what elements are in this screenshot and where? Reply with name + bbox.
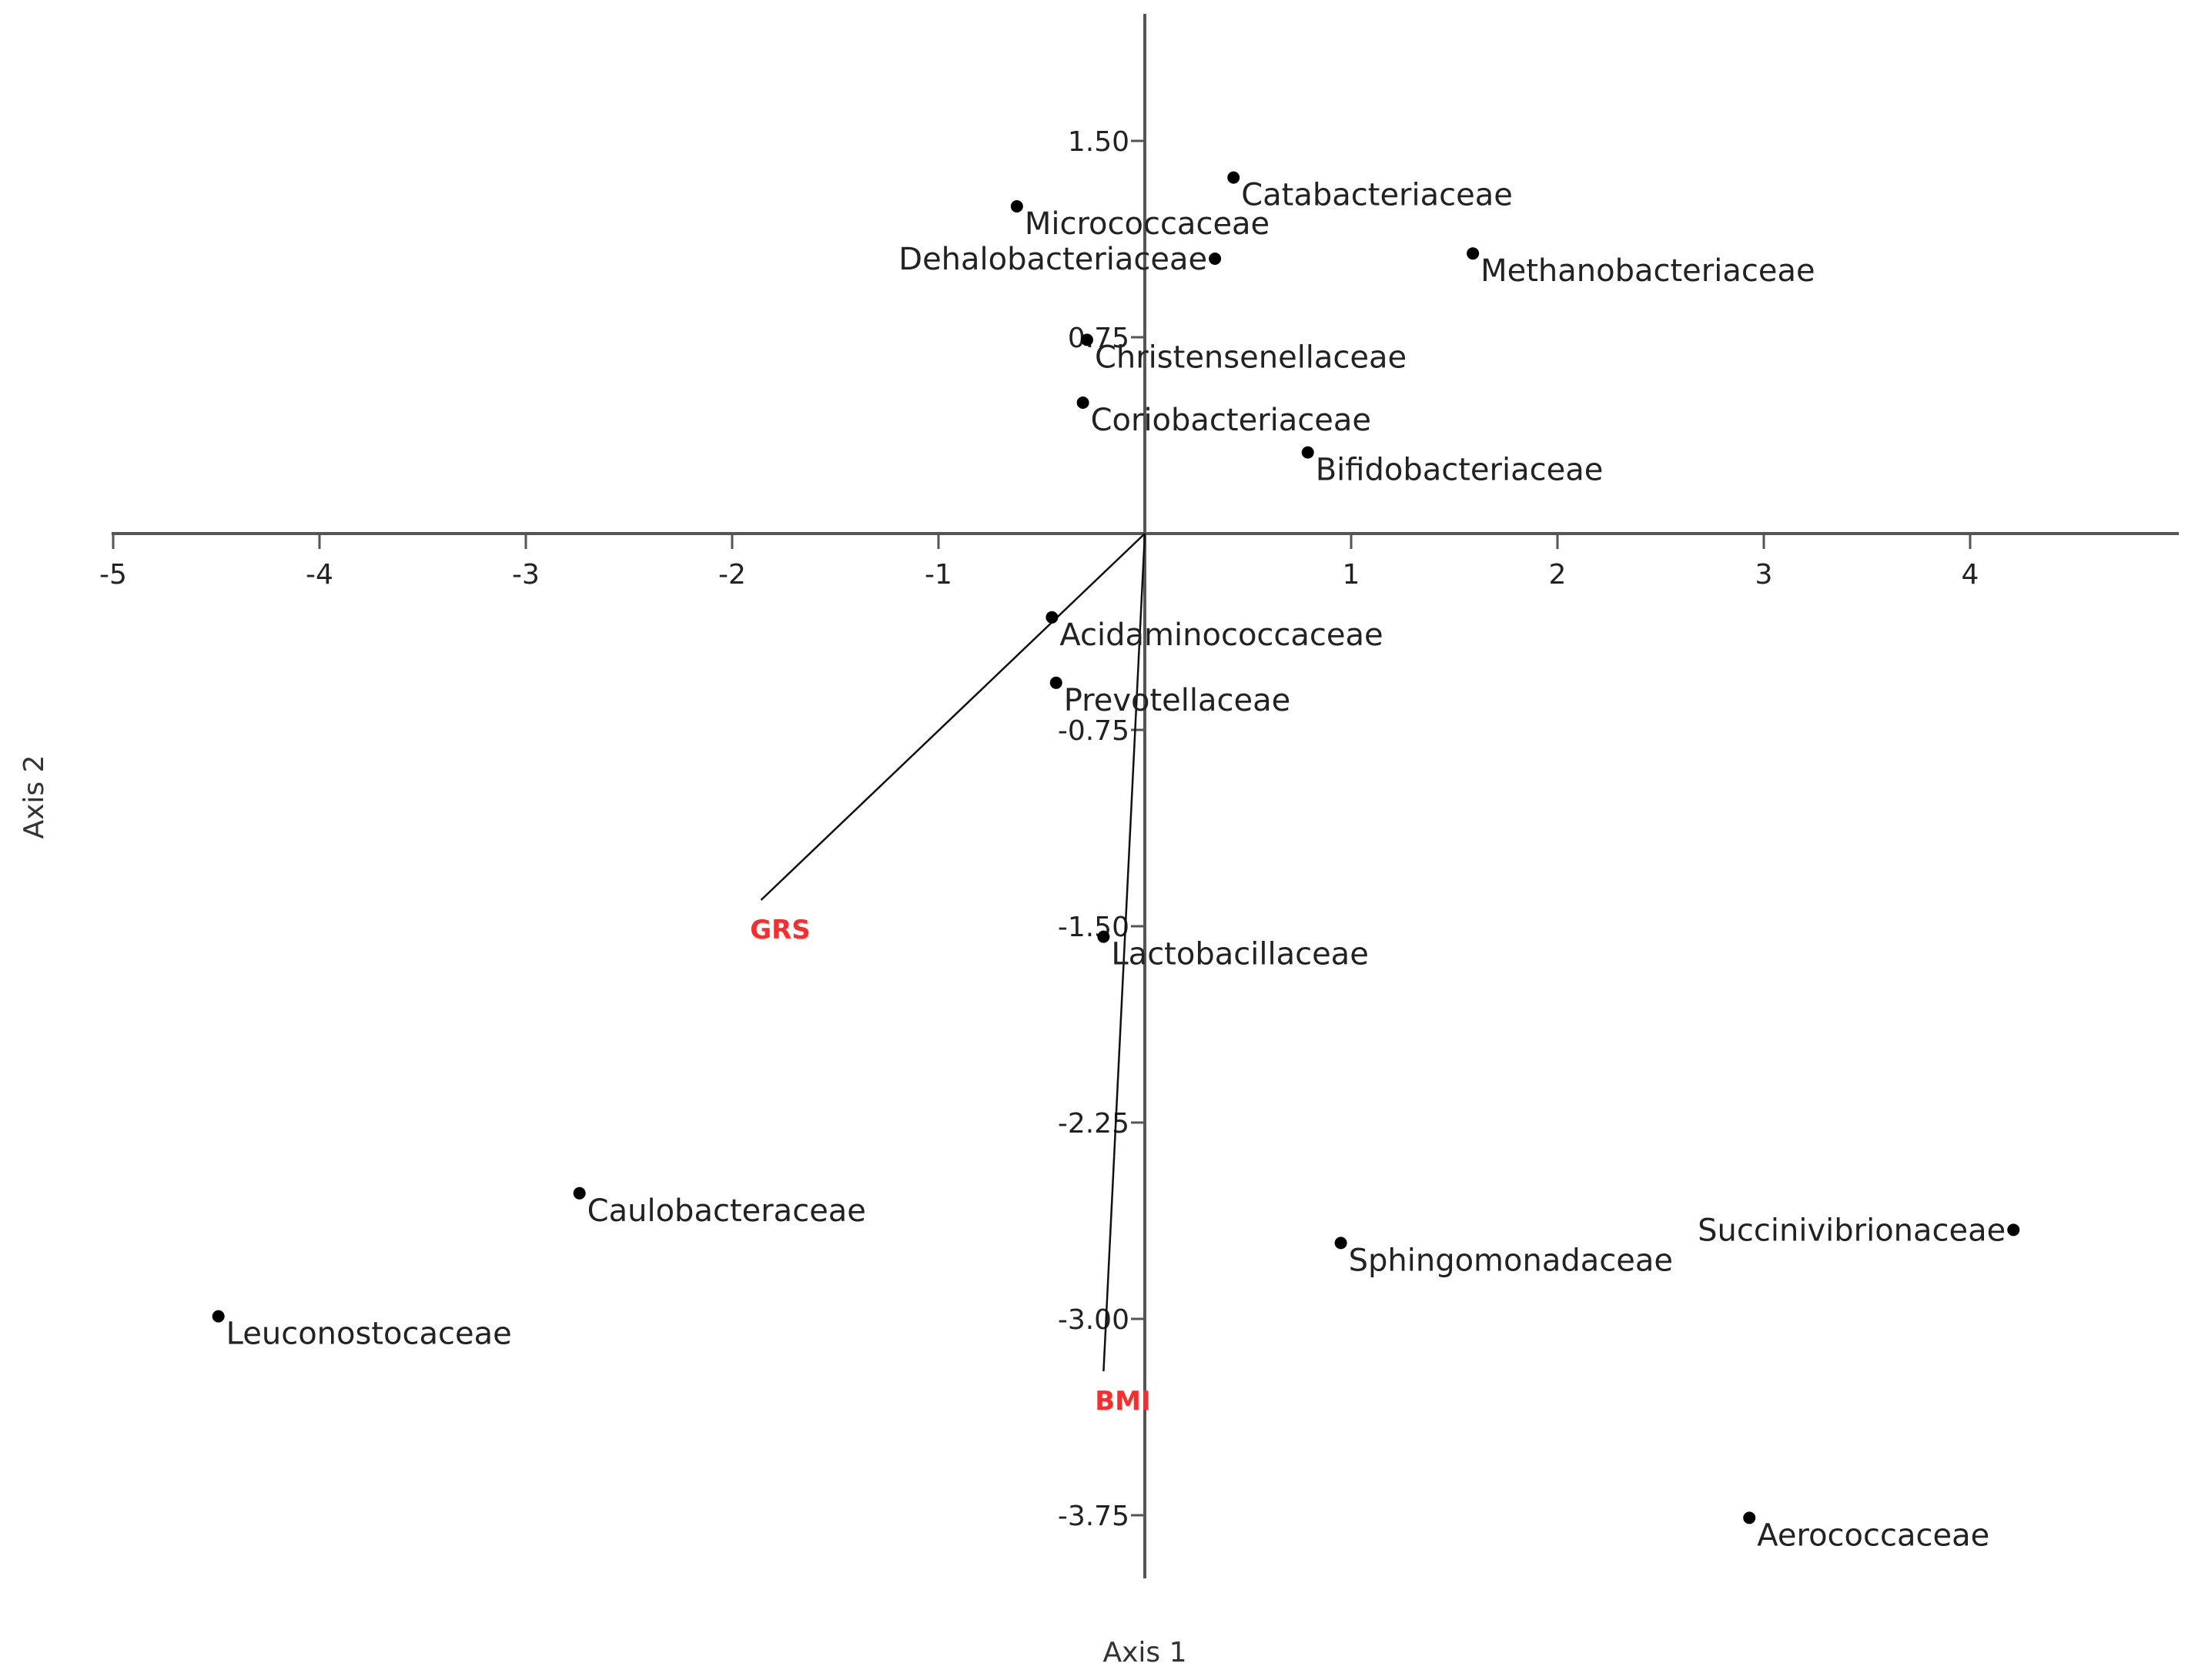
data-point [1080,333,1093,346]
data-points: CatabacteriaceaeMicrococcaceaeDehalobact… [212,171,2020,1553]
point-label: Succinivibrionaceae [1698,1213,2006,1248]
point-label: Leuconostocaceae [226,1317,512,1352]
point-label: Sphingomonadaceae [1349,1243,1673,1278]
data-point [1076,397,1089,409]
y-tick-label: -0.75 [1058,715,1129,747]
data-point [1045,611,1059,624]
point-label: Prevotellaceae [1064,683,1291,718]
x-tick-label: 2 [1549,559,1567,591]
vector-label: BMI [1095,1386,1150,1417]
y-tick-label: 1.50 [1068,126,1129,158]
y-tick-label: -3.00 [1058,1304,1129,1336]
data-point [1743,1511,1756,1524]
y-tick-label: 0.75 [1068,323,1129,354]
y-tick-label: -2.25 [1058,1108,1129,1140]
point-label: Micrococcaceae [1025,206,1270,242]
vector-line [1102,533,1146,1372]
y-tick-label: -1.50 [1058,912,1129,943]
y-tick-label: -3.75 [1058,1501,1129,1532]
point-label: Catabacteriaceae [1241,178,1513,213]
point-label: Coriobacteriaceae [1091,403,1371,438]
data-point [1301,446,1314,459]
data-point [1334,1237,1347,1250]
x-axis-title: Axis 1 [1102,1637,1186,1668]
point-label: Methanobacteriaceae [1480,253,1815,289]
data-point [573,1186,586,1200]
x-tick-label: -1 [925,559,952,591]
point-label: Dehalobacteriaceae [898,242,1207,277]
data-point [212,1310,225,1323]
data-point [2007,1223,2020,1237]
data-point [1097,930,1110,943]
x-tick-label: -5 [99,559,127,591]
point-label: Aerococcaceae [1757,1518,1989,1553]
vector-label: GRS [750,915,811,945]
x-tick-label: 1 [1343,559,1360,591]
point-label: Lactobacillaceae [1111,937,1368,972]
point-label: Bifidobacteriaceae [1316,453,1604,488]
data-point [1467,247,1480,260]
point-label: Christensenellaceae [1095,340,1407,375]
data-point [1010,200,1023,213]
y-axis-title: Axis 2 [18,755,50,838]
data-point [1209,253,1222,265]
x-tick-label: -2 [718,559,746,591]
x-tick-label: 3 [1755,559,1773,591]
x-tick-label: -3 [512,559,540,591]
point-label: Acidaminococcaceae [1059,617,1383,653]
vector-line [760,533,1146,901]
x-tick-label: 4 [1962,559,1979,591]
point-label: Caulobacteraceae [587,1193,866,1229]
vectors: GRS BMI [750,533,1151,1417]
x-tick-label: -4 [306,559,333,591]
data-point [1049,676,1062,689]
data-point [1227,171,1240,184]
axes: -5 -4 -3 -2 -1 1 2 3 4 1.50 0.75 -0.75 -1.50 -2.25 -3.… [99,14,2179,1578]
